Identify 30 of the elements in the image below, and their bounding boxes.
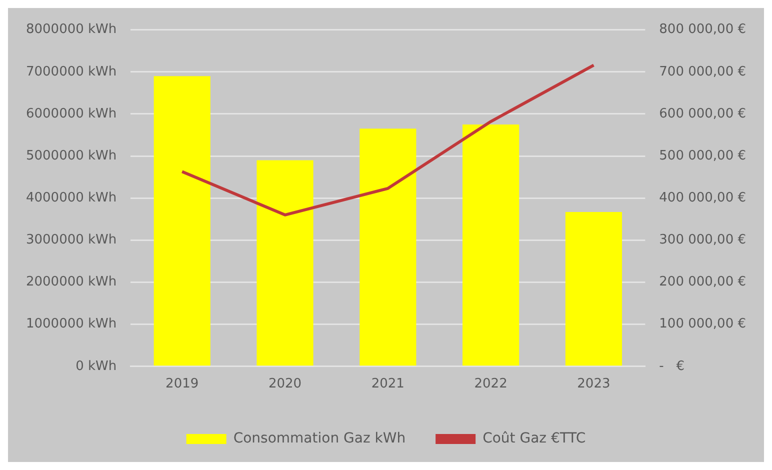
bar <box>360 128 416 366</box>
legend-label: Coût Gaz €TTC <box>482 430 586 447</box>
y-tick-label: 2000000 kWh <box>26 274 117 290</box>
bar <box>565 212 622 366</box>
legend-label: Consommation Gaz kWh <box>233 430 406 447</box>
y2-tick-label: 500 000,00 € <box>659 148 746 164</box>
y-tick-label: 8000000 kWh <box>26 22 117 38</box>
x-tick-label: 2021 <box>371 376 404 392</box>
y2-tick-label: 300 000,00 € <box>659 232 746 248</box>
y-tick-label: 1000000 kWh <box>26 316 117 332</box>
y2-tick-label: - € <box>659 358 685 374</box>
y-tick-label: 0 kWh <box>76 358 117 374</box>
y2-tick-label: 200 000,00 € <box>659 274 746 290</box>
bar <box>154 76 210 366</box>
bar <box>256 160 314 366</box>
y-tick-label: 5000000 kWh <box>26 148 117 164</box>
y-tick-label: 7000000 kWh <box>26 64 117 80</box>
x-tick-label: 2022 <box>474 376 508 392</box>
y2-tick-label: 600 000,00 € <box>659 106 746 122</box>
y2-tick-label: 800 000,00 € <box>659 22 746 38</box>
y-tick-label: 6000000 kWh <box>26 106 117 122</box>
x-tick-label: 2019 <box>166 376 199 392</box>
y2-tick-label: 400 000,00 € <box>659 190 746 206</box>
y2-tick-label: 700 000,00 € <box>659 64 746 80</box>
x-tick-label: 2023 <box>577 376 610 392</box>
y2-tick-label: 100 000,00 € <box>659 316 746 332</box>
x-tick-label: 2020 <box>268 376 302 392</box>
y-tick-label: 4000000 kWh <box>26 190 117 206</box>
bar <box>462 124 520 366</box>
y-tick-label: 3000000 kWh <box>26 232 117 248</box>
